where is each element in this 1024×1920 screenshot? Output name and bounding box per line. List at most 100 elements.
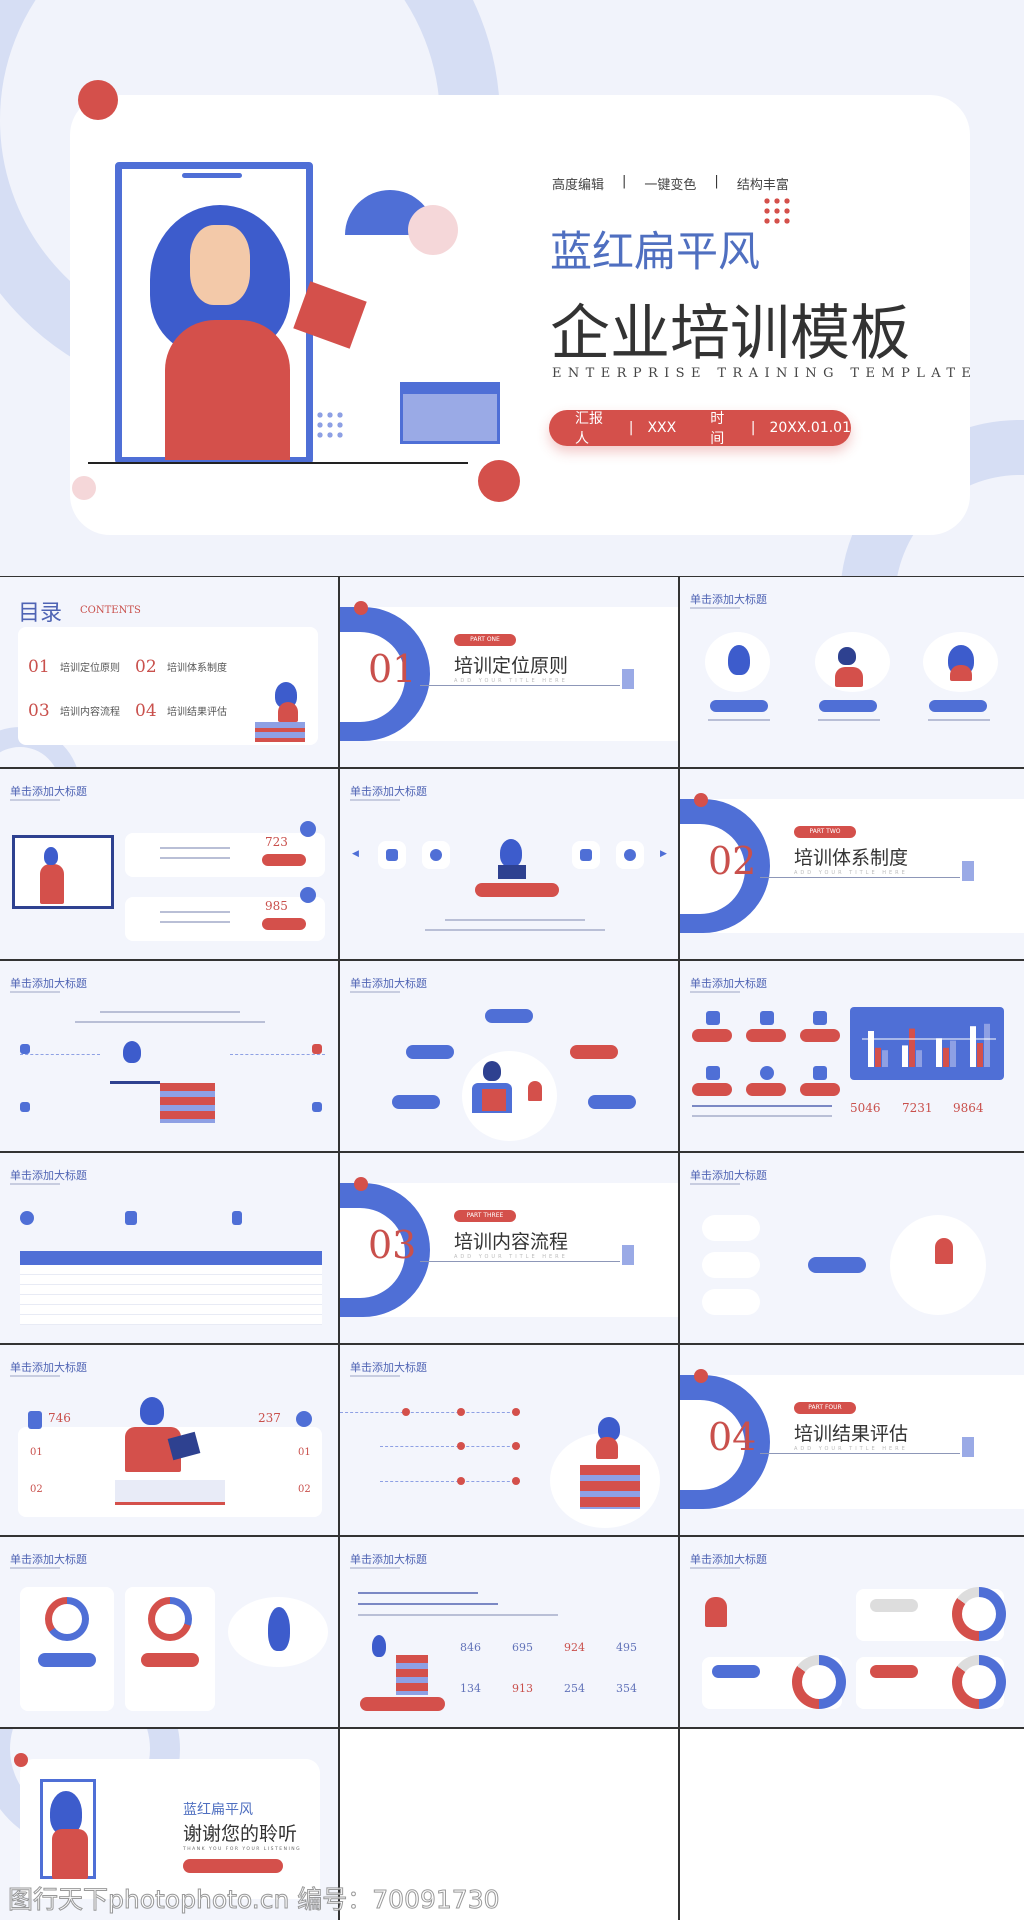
slide-section-2[interactable]: 02 PART TWO 培训体系制度 ADD YOUR TITLE HERE bbox=[680, 769, 1024, 959]
slide-16[interactable]: 单击添加大标题 bbox=[0, 1537, 338, 1727]
slide-9[interactable]: 单击添加大标题 5046 7231 9864 bbox=[680, 961, 1024, 1151]
label-pill-button[interactable] bbox=[710, 700, 768, 712]
slide-12[interactable]: 单击添加大标题 bbox=[680, 1153, 1024, 1343]
slide-5[interactable]: 单击添加大标题 ◀ ▶ bbox=[340, 769, 678, 959]
stat-value: 134 bbox=[460, 1682, 481, 1695]
stat-value: 495 bbox=[616, 1641, 637, 1654]
label-pill-button[interactable] bbox=[929, 700, 987, 712]
watermark: 图行天下photophoto.cn 编号：70091730 bbox=[8, 1885, 501, 1915]
time-label: 时间 bbox=[710, 411, 725, 447]
tag: 结构丰富 bbox=[736, 178, 789, 193]
node-pill-button[interactable] bbox=[485, 1009, 533, 1023]
slide-8[interactable]: 单击添加大标题 bbox=[340, 961, 678, 1151]
stat-value: 354 bbox=[616, 1682, 637, 1695]
slide-18[interactable]: 单击添加大标题 bbox=[680, 1537, 1024, 1727]
person-illustration bbox=[372, 1635, 386, 1657]
label-pill-button[interactable] bbox=[870, 1599, 918, 1612]
chart-bar bbox=[943, 1047, 949, 1067]
tag: 一键变色 bbox=[644, 178, 697, 193]
document-icon bbox=[232, 1211, 242, 1225]
slide-17[interactable]: 单击添加大标题 846 695 924 495 134 913 254 354 bbox=[340, 1537, 678, 1727]
cover-title: 企业培训模板 bbox=[550, 299, 910, 369]
section-number: 02 bbox=[708, 839, 757, 883]
user-icon bbox=[125, 1211, 137, 1225]
label-pill-button[interactable] bbox=[800, 1083, 840, 1096]
person-illustration bbox=[838, 647, 856, 665]
slide-section-1[interactable]: 01 PART ONE 培训定位原则 ADD YOUR TITLE HERE bbox=[340, 577, 678, 767]
slide-title: 单击添加大标题 bbox=[10, 1553, 87, 1566]
label-pill-button[interactable] bbox=[746, 1029, 786, 1042]
chart-bar bbox=[882, 1050, 888, 1067]
toc-item[interactable]: 培训结果评估 bbox=[167, 707, 227, 718]
next-arrow-icon[interactable]: ▶ bbox=[660, 849, 667, 859]
reporter-pill: 汇报人 | XXX 时间 | 20XX.01.01 bbox=[549, 410, 851, 447]
tag: 高度编辑 bbox=[552, 178, 605, 193]
slide-title: 单击添加大标题 bbox=[350, 785, 427, 798]
slide-title: 单击添加大标题 bbox=[10, 977, 87, 990]
ground-line bbox=[88, 462, 468, 464]
label-pill-button[interactable] bbox=[870, 1665, 918, 1678]
stat-value: 846 bbox=[460, 1641, 481, 1654]
slide-14[interactable]: 单击添加大标题 bbox=[340, 1345, 678, 1535]
node-pill-button[interactable] bbox=[588, 1095, 636, 1109]
slide-10[interactable]: 单击添加大标题 bbox=[0, 1153, 338, 1343]
cover-subtitle: 蓝红扁平风 bbox=[550, 227, 761, 276]
flow-item bbox=[702, 1215, 760, 1241]
chart-bar bbox=[970, 1026, 976, 1067]
slide-thanks[interactable]: 蓝红扁平风 谢谢您的聆听 THANK YOU FOR YOUR LISTENIN… bbox=[0, 1729, 338, 1920]
bookmark-icon bbox=[20, 1102, 30, 1112]
chart-bar bbox=[936, 1038, 942, 1067]
check-icon bbox=[296, 1411, 312, 1427]
toc-item[interactable]: 培训定位原则 bbox=[60, 663, 120, 674]
stat-value: 237 bbox=[258, 1411, 281, 1425]
stat-value: 985 bbox=[265, 899, 288, 913]
toc-item[interactable]: 培训体系制度 bbox=[167, 663, 227, 674]
label-pill-button[interactable] bbox=[38, 1653, 96, 1667]
label-pill-button[interactable] bbox=[262, 918, 306, 930]
label-pill-button[interactable] bbox=[692, 1029, 732, 1042]
slide-13[interactable]: 单击添加大标题 746 237 01 02 01 02 bbox=[0, 1345, 338, 1535]
empty-cell bbox=[340, 1729, 678, 1920]
data-table bbox=[20, 1265, 322, 1325]
part-pill: PART FOUR bbox=[794, 1402, 856, 1414]
donut-chart bbox=[148, 1597, 192, 1641]
stat-value: 5046 bbox=[850, 1101, 881, 1115]
stat-value: 7231 bbox=[902, 1101, 933, 1115]
flow-item bbox=[702, 1289, 760, 1315]
label-pill-button[interactable] bbox=[262, 854, 306, 866]
slide-title: 单击添加大标题 bbox=[690, 1169, 767, 1182]
feature-tags: 高度编辑 | 一键变色 | 结构丰富 bbox=[552, 174, 789, 193]
stat-value: 746 bbox=[48, 1411, 71, 1425]
label-pill-button[interactable] bbox=[746, 1083, 786, 1096]
slide-title: 单击添加大标题 bbox=[350, 1361, 427, 1374]
donut-chart bbox=[45, 1597, 89, 1641]
stat-value: 254 bbox=[564, 1682, 585, 1695]
part-pill: PART THREE bbox=[454, 1210, 516, 1222]
slide-toc[interactable]: 目录 CONTENTS 01 培训定位原则 02 培训体系制度 03 培训内容流… bbox=[0, 577, 338, 767]
pencil-cup-icon bbox=[622, 1245, 634, 1265]
label-pill-button[interactable] bbox=[360, 1697, 445, 1711]
label-pill-button[interactable] bbox=[819, 700, 877, 712]
node-pill-button[interactable] bbox=[406, 1045, 454, 1059]
slide-section-3[interactable]: 03 PART THREE 培训内容流程 ADD YOUR TITLE HERE bbox=[340, 1153, 678, 1343]
center-node-button[interactable] bbox=[808, 1257, 866, 1273]
label-pill-button[interactable] bbox=[141, 1653, 199, 1667]
person-illustration bbox=[728, 645, 750, 675]
pencil-cup-icon bbox=[962, 1437, 974, 1457]
timeline-node bbox=[512, 1408, 520, 1416]
toc-item[interactable]: 培训内容流程 bbox=[60, 707, 120, 718]
badge-icon bbox=[300, 887, 316, 903]
person-illustration bbox=[483, 1061, 501, 1081]
prev-arrow-icon[interactable]: ◀ bbox=[352, 849, 359, 859]
table-header bbox=[20, 1251, 322, 1265]
node-pill-button[interactable] bbox=[570, 1045, 618, 1059]
slide-section-4[interactable]: 04 PART FOUR 培训结果评估 ADD YOUR TITLE HERE bbox=[680, 1345, 1024, 1535]
node-pill-button[interactable] bbox=[392, 1095, 440, 1109]
center-pill-button[interactable] bbox=[475, 883, 559, 897]
slide-7[interactable]: 单击添加大标题 bbox=[0, 961, 338, 1151]
label-pill-button[interactable] bbox=[712, 1665, 760, 1678]
slide-3[interactable]: 单击添加大标题 bbox=[680, 577, 1024, 767]
label-pill-button[interactable] bbox=[692, 1083, 732, 1096]
slide-4[interactable]: 单击添加大标题 723 985 bbox=[0, 769, 338, 959]
label-pill-button[interactable] bbox=[800, 1029, 840, 1042]
